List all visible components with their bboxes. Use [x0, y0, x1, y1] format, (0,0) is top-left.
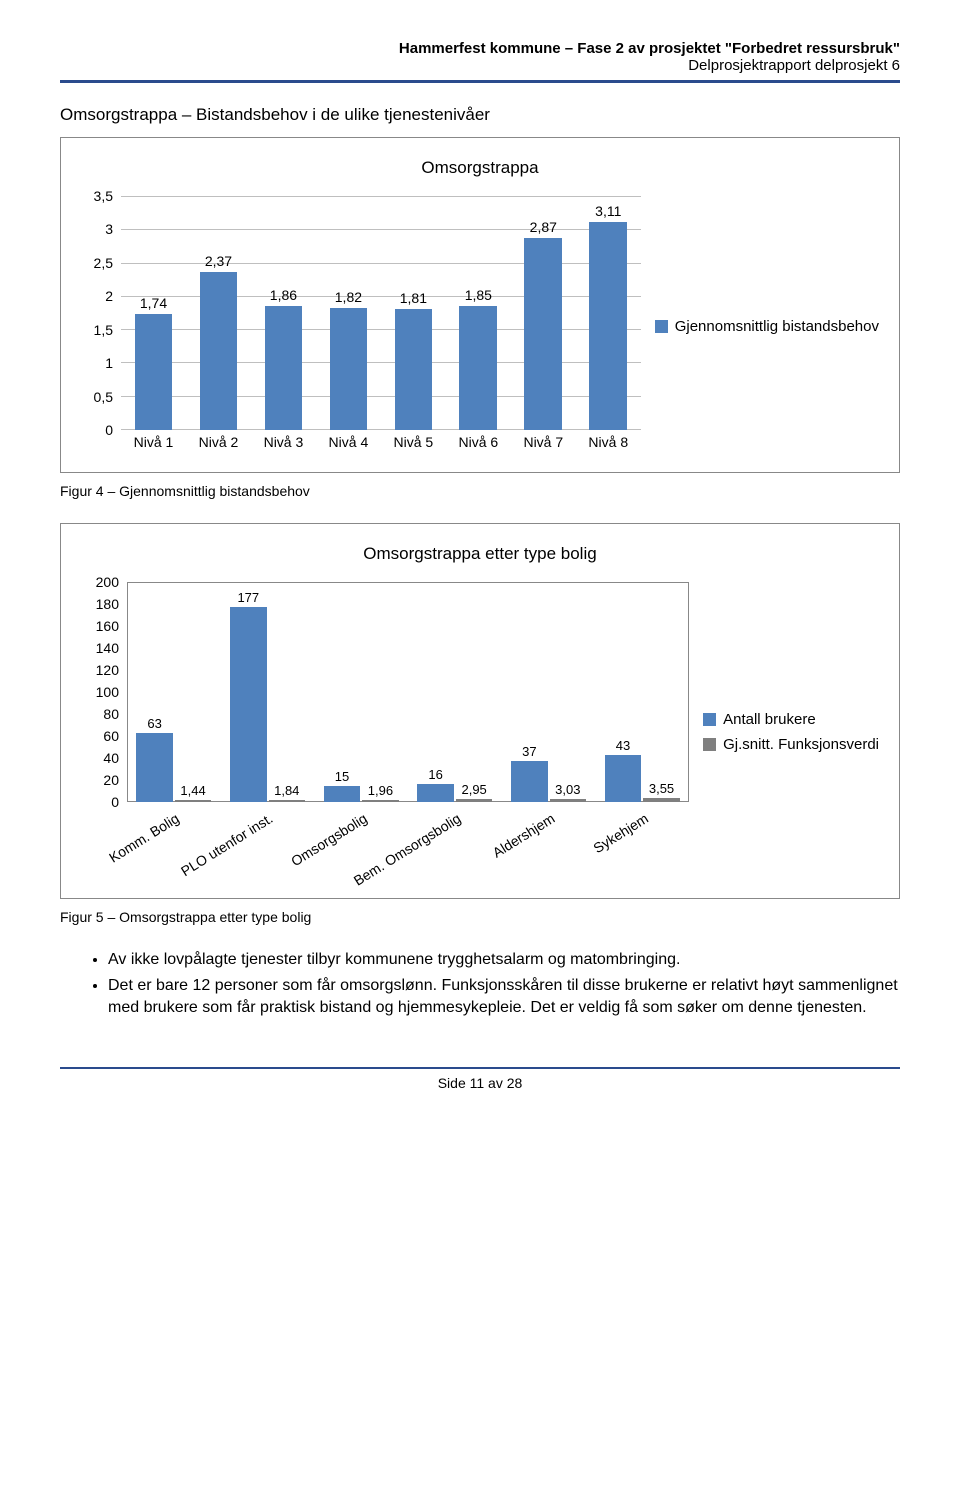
y-tick: 100 [96, 684, 119, 700]
figure4-caption: Figur 4 – Gjennomsnittlig bistandsbehov [60, 483, 900, 499]
bullet-item: Det er bare 12 personer som får omsorgsl… [108, 975, 900, 1019]
bar [230, 607, 266, 802]
legend-swatch [655, 320, 668, 333]
bar [456, 799, 492, 802]
figure5-caption: Figur 5 – Omsorgstrappa etter type bolig [60, 909, 900, 925]
bar-value-label: 1,44 [180, 783, 205, 798]
bar [643, 798, 679, 802]
x-tick: Nivå 3 [251, 434, 316, 456]
y-tick: 0 [111, 794, 119, 810]
y-tick: 1,5 [94, 322, 113, 338]
chart1-plot: 00,511,522,533,5 1,742,371,861,821,811,8… [81, 196, 641, 456]
bar [605, 755, 641, 802]
y-tick: 60 [103, 728, 119, 744]
y-tick: 0 [105, 422, 113, 438]
bar [362, 800, 398, 802]
bar-value-label: 15 [335, 769, 349, 784]
bar [459, 306, 497, 430]
bar-value-label: 177 [237, 590, 259, 605]
bar [395, 309, 433, 430]
section-title-1: Omsorgstrappa – Bistandsbehov i de ulike… [60, 105, 900, 125]
chart1-legend: Gjennomsnittlig bistandsbehov [641, 196, 879, 456]
x-tick: Nivå 5 [381, 434, 446, 456]
bar [330, 308, 368, 430]
bar-value-label: 2,87 [530, 219, 557, 235]
y-tick: 200 [96, 574, 119, 590]
bar-value-label: 16 [428, 767, 442, 782]
chart1-title: Omsorgstrappa [81, 158, 879, 178]
header-rule [60, 80, 900, 83]
legend-label: Gjennomsnittlig bistandsbehov [675, 318, 879, 335]
bar-value-label: 37 [522, 744, 536, 759]
bar [417, 784, 453, 802]
bar-value-label: 1,82 [335, 289, 362, 305]
chart-etter-type-bolig: Omsorgstrappa etter type bolig 0 20 40 60 80… [60, 523, 900, 899]
bar-value-label: 1,96 [368, 783, 393, 798]
page-footer: Side 11 av 28 [60, 1067, 900, 1091]
bar [550, 799, 586, 802]
bar [136, 733, 172, 802]
bar [524, 238, 562, 430]
chart2-plot: 020406080100120140160180200 631,441771,8… [81, 582, 689, 882]
x-tick: Nivå 1 [121, 434, 186, 456]
bar [589, 222, 627, 430]
bar-value-label: 1,86 [270, 287, 297, 303]
x-tick: Komm. Bolig [107, 810, 183, 866]
y-tick: 160 [96, 618, 119, 634]
bar-value-label: 63 [147, 716, 161, 731]
bar [511, 761, 547, 802]
bar-value-label: 3,11 [595, 203, 621, 219]
legend-swatch [703, 713, 716, 726]
page-header: Hammerfest kommune – Fase 2 av prosjekte… [60, 40, 900, 74]
bar-value-label: 1,84 [274, 783, 299, 798]
chart2-title: Omsorgstrappa etter type bolig [81, 544, 879, 564]
y-tick: 2,5 [94, 255, 113, 271]
x-tick: Sykehjem [590, 810, 651, 856]
y-tick: 140 [96, 640, 119, 656]
y-tick: 3 [105, 221, 113, 237]
y-tick: 3,5 [94, 188, 113, 204]
x-tick: Nivå 2 [186, 434, 251, 456]
page-number: Side 11 av 28 [60, 1075, 900, 1091]
bar-value-label: 1,74 [140, 295, 167, 311]
x-tick: Nivå 7 [511, 434, 576, 456]
legend-label: Antall brukere [723, 711, 816, 728]
legend-swatch [703, 738, 716, 751]
x-tick: Nivå 6 [446, 434, 511, 456]
header-subtitle: Delprosjektrapport delprosjekt 6 [60, 57, 900, 74]
bar [269, 800, 305, 802]
bar-value-label: 3,55 [649, 781, 674, 796]
bar [175, 800, 211, 802]
bullet-item: Av ikke lovpålagte tjenester tilbyr komm… [108, 949, 900, 971]
y-tick: 2 [105, 288, 113, 304]
chart2-legend: Antall brukere Gj.snitt. Funksjonsverdi [689, 582, 879, 882]
bar [200, 272, 238, 430]
bar-value-label: 2,37 [205, 253, 232, 269]
legend-label: Gj.snitt. Funksjonsverdi [723, 736, 879, 753]
bar-value-label: 1,81 [400, 290, 427, 306]
bar-value-label: 1,85 [465, 287, 492, 303]
bar [324, 786, 360, 803]
chart-omsorgstrappa: Omsorgstrappa 0 0,5 1 1,5 2 2,5 3 3,5 1,74 2,37 1… [60, 137, 900, 473]
bullet-list: Av ikke lovpålagte tjenester tilbyr komm… [108, 949, 900, 1019]
y-tick: 1 [105, 355, 113, 371]
x-tick: Nivå 8 [576, 434, 641, 456]
y-tick: 40 [103, 750, 119, 766]
y-tick: 0,5 [94, 389, 113, 405]
y-tick: 180 [96, 596, 119, 612]
bar-value-label: 43 [616, 738, 630, 753]
bar [135, 314, 173, 430]
y-tick: 20 [103, 772, 119, 788]
header-title: Hammerfest kommune – Fase 2 av prosjekte… [60, 40, 900, 57]
footer-rule [60, 1067, 900, 1069]
bar-value-label: 2,95 [461, 782, 486, 797]
x-tick: Nivå 4 [316, 434, 381, 456]
y-tick: 120 [96, 662, 119, 678]
y-tick: 80 [103, 706, 119, 722]
bar [265, 306, 303, 430]
bar-value-label: 3,03 [555, 782, 580, 797]
